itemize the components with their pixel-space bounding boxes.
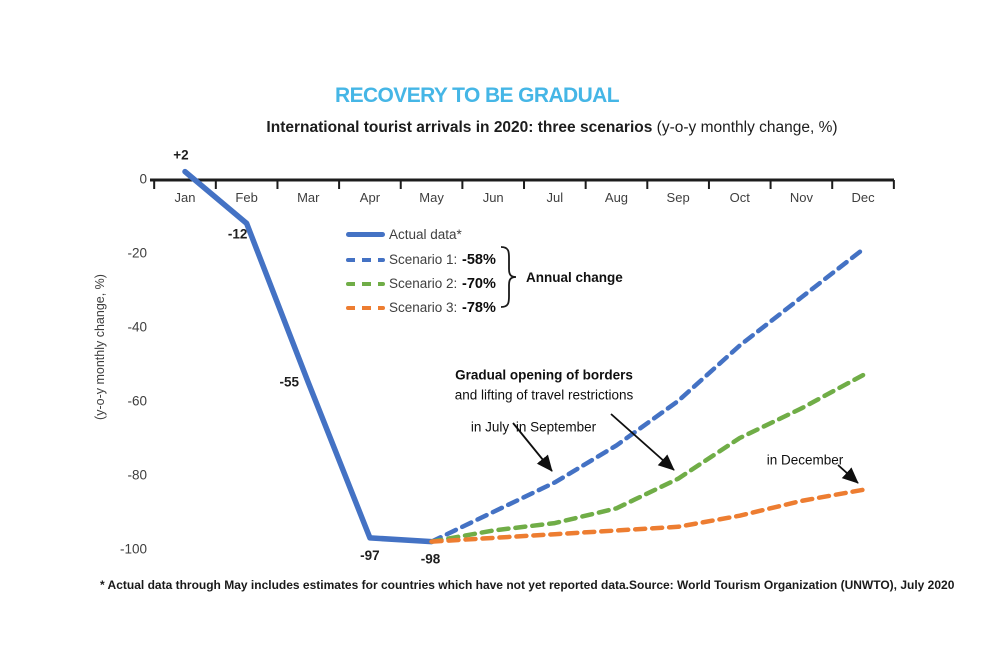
annual-change-scenario1: -58% — [462, 251, 496, 268]
annual-change-scenario3: -78% — [462, 299, 496, 316]
chart-subtitle-bold: International tourist arrivals in 2020: … — [266, 119, 653, 136]
legend-label: Scenario 1: — [389, 252, 458, 267]
series-lines — [182, 168, 866, 545]
y-tick-label: -20 — [127, 246, 147, 261]
actual-data--line — [182, 168, 435, 545]
y-tick-label: -80 — [127, 468, 147, 483]
x-tick-label: Mar — [297, 190, 320, 205]
page-title: RECOVERY TO BE GRADUAL — [335, 84, 620, 107]
x-tick-label: Feb — [235, 190, 257, 205]
scenario3-line-swatch — [346, 305, 385, 310]
x-tick-label: May — [419, 190, 444, 205]
x-tick-label: Aug — [605, 190, 628, 205]
legend: Actual data* Scenario 1: -58% Scenario 2… — [346, 226, 496, 323]
annotation-arrow — [610, 413, 675, 471]
x-tick-label: Jan — [175, 190, 196, 205]
legend-label: Actual data* — [389, 227, 462, 242]
x-tick-label: Apr — [360, 190, 381, 205]
annotation-gradual-opening-line1: Gradual opening of borders — [455, 367, 633, 383]
x-axis: Jan Feb Mar Apr May Jun Jul Aug Sep Oct Nov Dec — [150, 178, 895, 205]
y-tick-label: -100 — [120, 542, 147, 557]
chart-subtitle: International tourist arrivals in 2020: … — [266, 119, 837, 137]
x-tick-label: Jul — [547, 190, 564, 205]
data-point-label: -97 — [360, 548, 380, 563]
data-point-labels: +2 -12 -55 -97 -98 — [173, 148, 441, 567]
footnote-source: Source: World Tourism Organization (UNWT… — [629, 578, 955, 592]
annual-change-brace — [500, 246, 517, 308]
data-point-label: -98 — [421, 552, 441, 567]
annotation-arrow — [512, 422, 553, 472]
x-tick-label: Sep — [667, 190, 690, 205]
x-tick-label: Nov — [790, 190, 814, 205]
x-tick-label: Jun — [483, 190, 504, 205]
data-point-label: -55 — [280, 375, 300, 390]
legend-item-scenario2: Scenario 2: -70% — [346, 275, 496, 292]
data-point-label: +2 — [173, 148, 188, 163]
scenario1-line-swatch — [346, 257, 385, 262]
annotation-in-december: in December — [766, 452, 844, 468]
data-point-label: -12 — [228, 226, 248, 241]
x-tick-label: Oct — [730, 190, 751, 205]
legend-label: Scenario 2: — [389, 276, 458, 291]
scenario-3-line — [429, 487, 866, 544]
y-axis-labels: 0 -20 -40 -60 -80 -100 — [120, 172, 147, 557]
annotation-arrows — [512, 413, 859, 484]
annotation-gradual-opening-line2: and lifting of travel restrictions — [454, 387, 634, 403]
annotation-in-september: in September — [515, 419, 597, 435]
chart-subtitle-units: (y-o-y monthly change, %) — [652, 119, 838, 136]
footnote: * Actual data through May includes estim… — [100, 578, 954, 592]
actual-line-swatch — [346, 232, 385, 237]
annual-change-scenario2: -70% — [462, 275, 496, 292]
annual-change-label: Annual change — [526, 270, 623, 285]
scenario-1-line — [429, 247, 866, 544]
annotation-in-july: in July — [470, 419, 510, 435]
scenario2-line-swatch — [346, 281, 385, 286]
scenario-2-line — [429, 372, 866, 544]
legend-item-scenario3: Scenario 3: -78% — [346, 299, 496, 316]
y-tick-label: -60 — [127, 394, 147, 409]
y-tick-label: -40 — [127, 320, 147, 335]
footnote-note: * Actual data through May includes estim… — [100, 578, 629, 592]
y-tick-label: 0 — [139, 172, 147, 187]
x-tick-label: Dec — [851, 190, 875, 205]
legend-item-actual: Actual data* — [346, 226, 496, 243]
legend-item-scenario1: Scenario 1: -58% — [346, 251, 496, 268]
legend-label: Scenario 3: — [389, 300, 458, 315]
annotation-arrow — [837, 464, 859, 484]
